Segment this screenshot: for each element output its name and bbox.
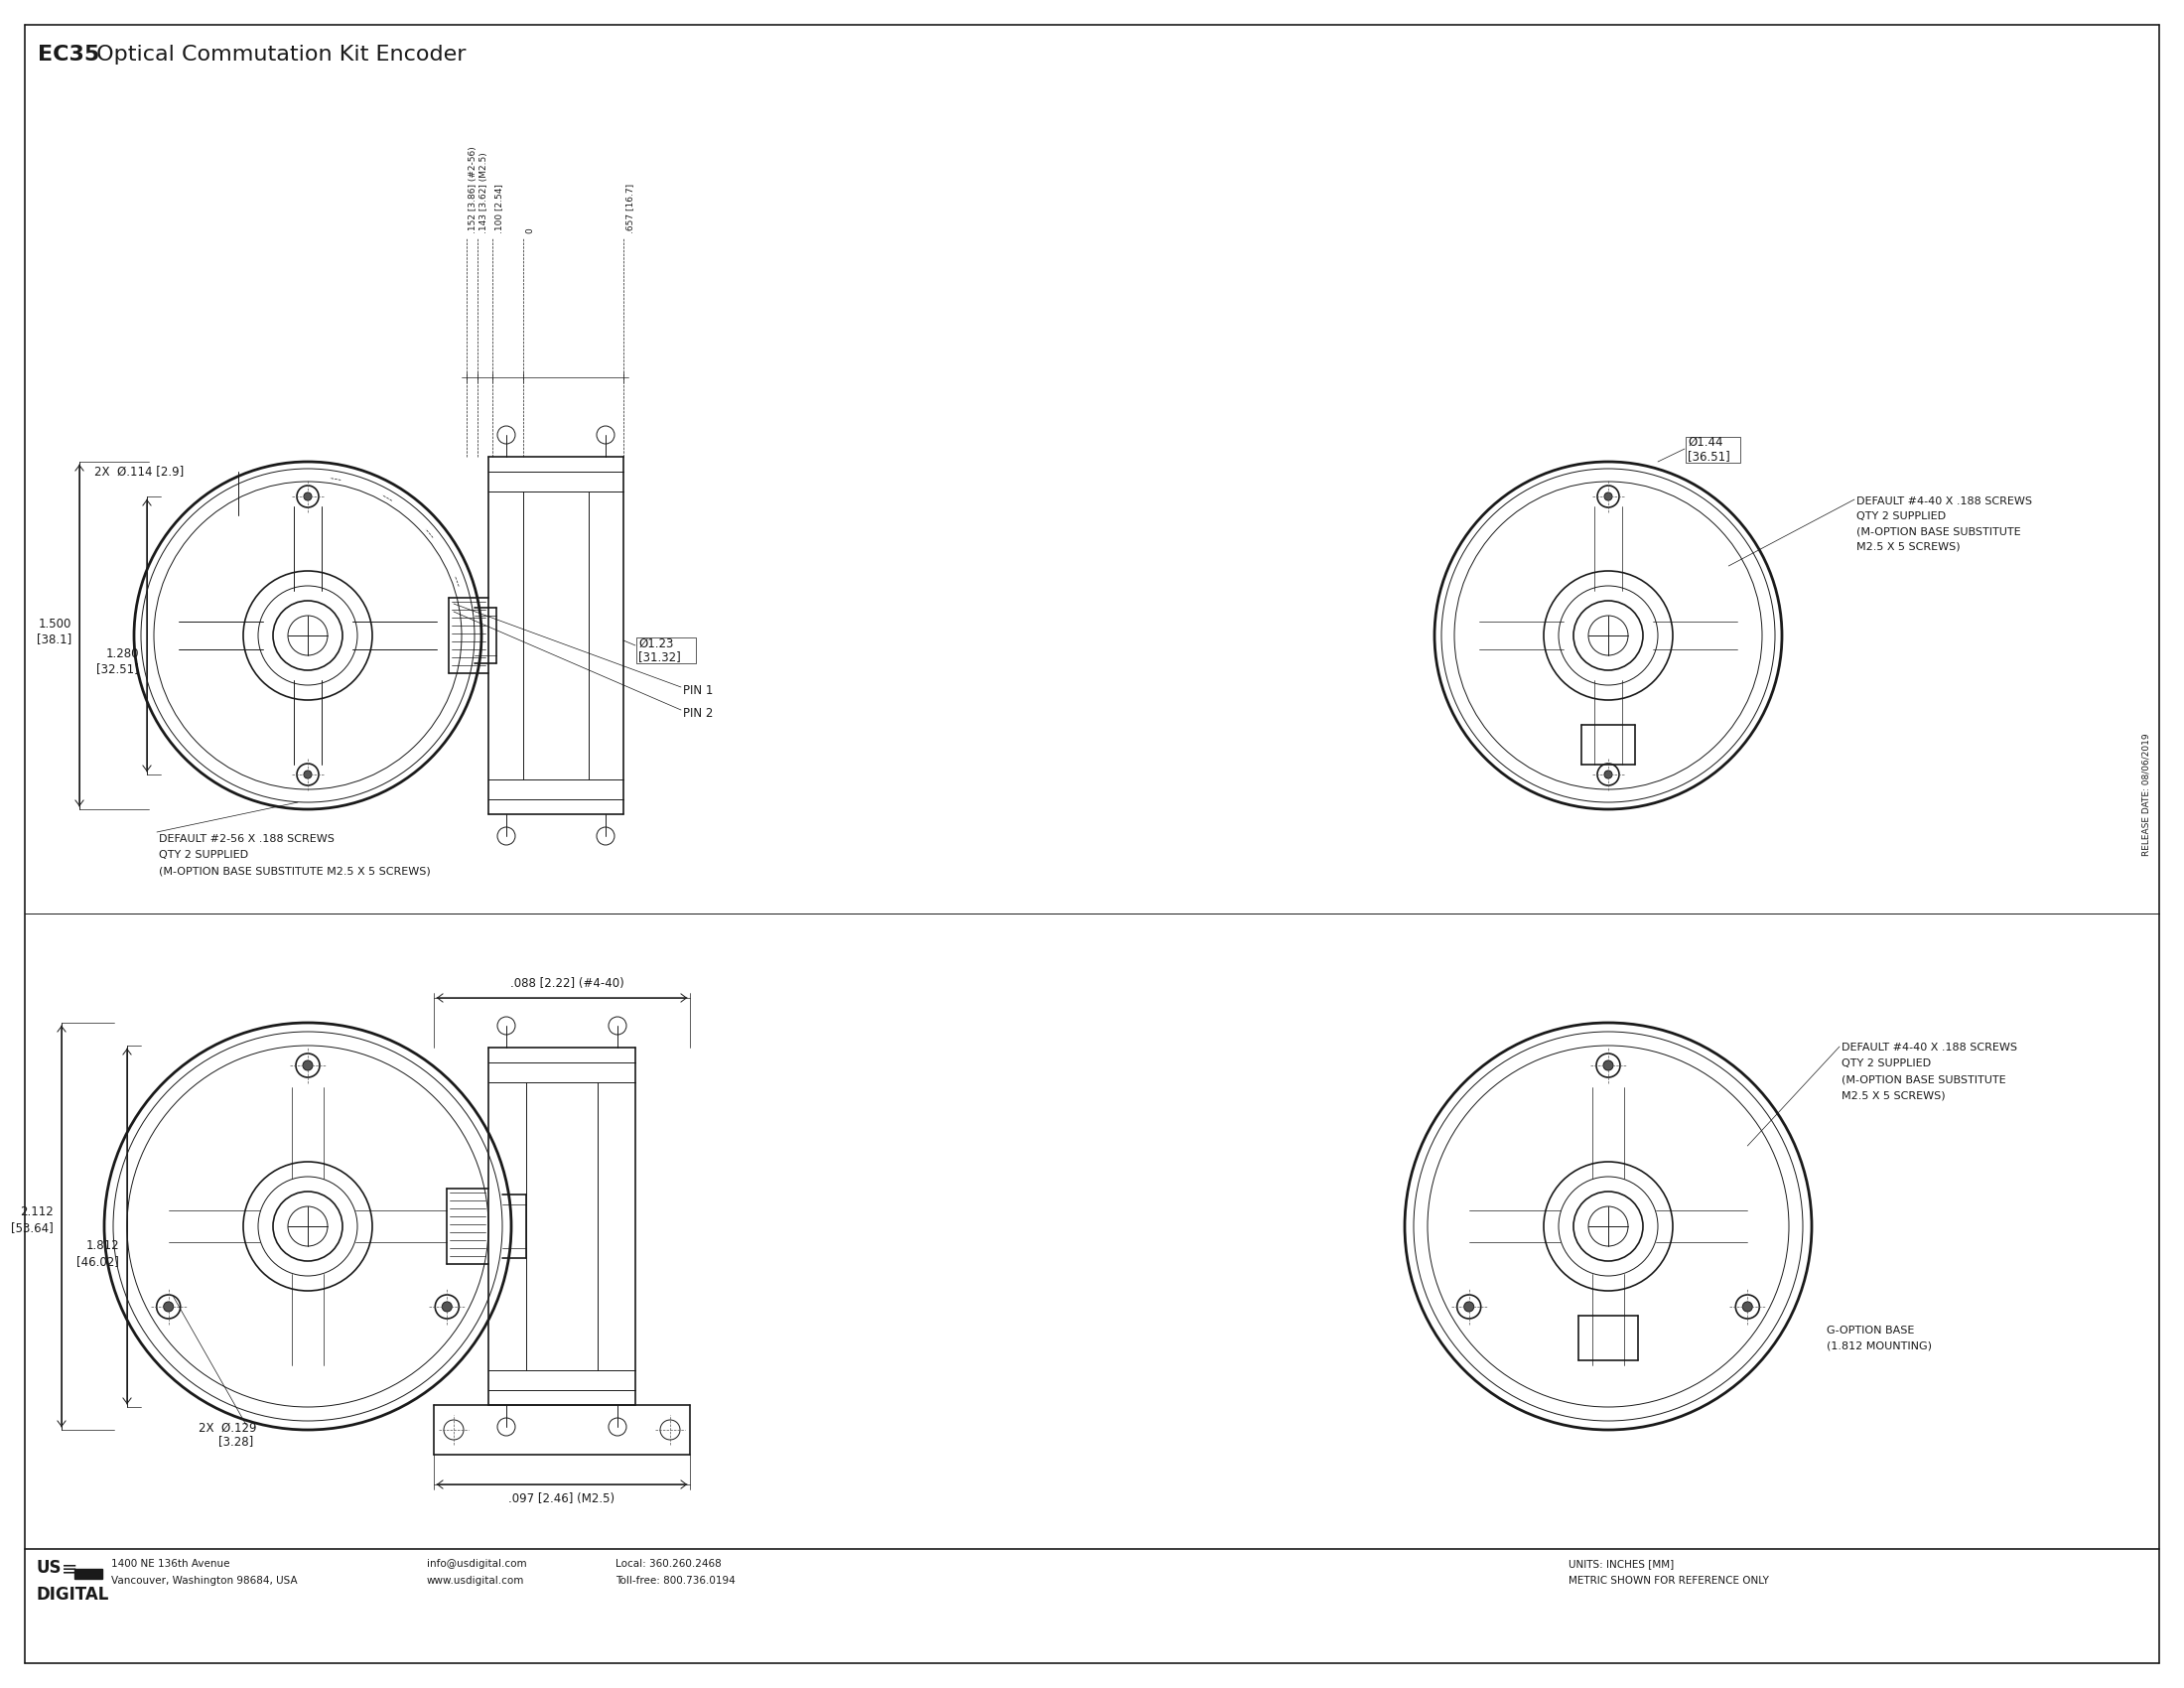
Text: .657 [16.7]: .657 [16.7] (625, 184, 633, 233)
Bar (1686, 437, 1741, 463)
Text: 0: 0 (524, 228, 535, 233)
Circle shape (304, 770, 312, 778)
Circle shape (164, 1301, 173, 1312)
Text: (1.812 MOUNTING): (1.812 MOUNTING) (1826, 1342, 1933, 1352)
Text: PIN 2: PIN 2 (684, 707, 714, 719)
Text: (M-OPTION BASE SUBSTITUTE: (M-OPTION BASE SUBSTITUTE (1856, 527, 2020, 537)
Text: UNITS: INCHES [MM]: UNITS: INCHES [MM] (1568, 1560, 1673, 1568)
Circle shape (1743, 1301, 1752, 1312)
Circle shape (1605, 493, 1612, 500)
Text: DEFAULT #2-56 X .188 SCREWS: DEFAULT #2-56 X .188 SCREWS (159, 834, 334, 844)
Text: RELEASE DATE: 08/06/2019: RELEASE DATE: 08/06/2019 (2143, 733, 2151, 856)
Text: Optical Commutation Kit Encoder: Optical Commutation Kit Encoder (90, 44, 465, 64)
Text: [53.64]: [53.64] (11, 1222, 55, 1234)
Text: 2.112: 2.112 (20, 1205, 55, 1219)
Bar (74, 1568, 103, 1578)
Text: Local: 360.260.2468: Local: 360.260.2468 (616, 1560, 721, 1568)
Circle shape (1603, 1060, 1614, 1070)
Text: METRIC SHOWN FOR REFERENCE ONLY: METRIC SHOWN FOR REFERENCE ONLY (1568, 1577, 1769, 1585)
Text: Ø1.44: Ø1.44 (1688, 436, 1723, 449)
Text: Toll-free: 800.736.0194: Toll-free: 800.736.0194 (616, 1577, 736, 1585)
Text: [36.51]: [36.51] (1688, 451, 1730, 463)
Text: [31.32]: [31.32] (638, 652, 681, 663)
Text: QTY 2 SUPPLIED: QTY 2 SUPPLIED (1841, 1058, 1931, 1069)
Text: (M-OPTION BASE SUBSTITUTE: (M-OPTION BASE SUBSTITUTE (1841, 1074, 2005, 1084)
Text: [46.02]: [46.02] (76, 1256, 120, 1268)
Text: DEFAULT #4-40 X .188 SCREWS: DEFAULT #4-40 X .188 SCREWS (1841, 1043, 2018, 1053)
Circle shape (304, 1060, 312, 1070)
Circle shape (304, 493, 312, 500)
Text: 1400 NE 136th Avenue: 1400 NE 136th Avenue (111, 1560, 229, 1568)
Text: DEFAULT #4-40 X .188 SCREWS: DEFAULT #4-40 X .188 SCREWS (1856, 496, 2031, 506)
Text: M2.5 X 5 SCREWS): M2.5 X 5 SCREWS) (1856, 542, 1961, 550)
Bar (636, 638, 697, 663)
Text: .088 [2.22] (#4-40): .088 [2.22] (#4-40) (509, 977, 625, 989)
Text: G-OPTION BASE: G-OPTION BASE (1826, 1325, 1915, 1335)
Text: .100 [2.54]: .100 [2.54] (494, 184, 502, 233)
Circle shape (1463, 1301, 1474, 1312)
Text: Ø1.23: Ø1.23 (638, 636, 673, 650)
Text: .152 [3.86] (#2-56): .152 [3.86] (#2-56) (470, 147, 478, 233)
Text: [3.28]: [3.28] (218, 1435, 253, 1448)
Text: DIGITAL: DIGITAL (35, 1585, 109, 1604)
Text: Vancouver, Washington 98684, USA: Vancouver, Washington 98684, USA (111, 1577, 297, 1585)
Text: M2.5 X 5 SCREWS): M2.5 X 5 SCREWS) (1841, 1090, 1946, 1101)
Text: .097 [2.46] (M2.5): .097 [2.46] (M2.5) (509, 1492, 616, 1506)
Text: [32.51]: [32.51] (96, 663, 140, 675)
Circle shape (1605, 770, 1612, 778)
Text: US: US (35, 1560, 61, 1577)
Text: .143 [3.62] (M2.5): .143 [3.62] (M2.5) (480, 152, 489, 233)
Text: 1.280: 1.280 (105, 647, 140, 660)
Text: 1.500: 1.500 (39, 618, 72, 630)
Text: www.usdigital.com: www.usdigital.com (426, 1577, 524, 1585)
Text: info@usdigital.com: info@usdigital.com (426, 1560, 526, 1568)
Text: 2X  Ø.114 [2.9]: 2X Ø.114 [2.9] (94, 466, 183, 478)
Text: 1.812: 1.812 (85, 1239, 120, 1252)
Text: (M-OPTION BASE SUBSTITUTE M2.5 X 5 SCREWS): (M-OPTION BASE SUBSTITUTE M2.5 X 5 SCREW… (159, 866, 430, 876)
Text: EC35: EC35 (37, 44, 100, 64)
Text: 2X  Ø.129: 2X Ø.129 (199, 1421, 258, 1435)
Text: QTY 2 SUPPLIED: QTY 2 SUPPLIED (1856, 511, 1946, 522)
Text: [38.1]: [38.1] (37, 633, 72, 647)
Text: ≡: ≡ (61, 1560, 79, 1578)
Circle shape (441, 1301, 452, 1312)
Text: PIN 1: PIN 1 (684, 684, 714, 697)
Text: QTY 2 SUPPLIED: QTY 2 SUPPLIED (159, 851, 249, 859)
